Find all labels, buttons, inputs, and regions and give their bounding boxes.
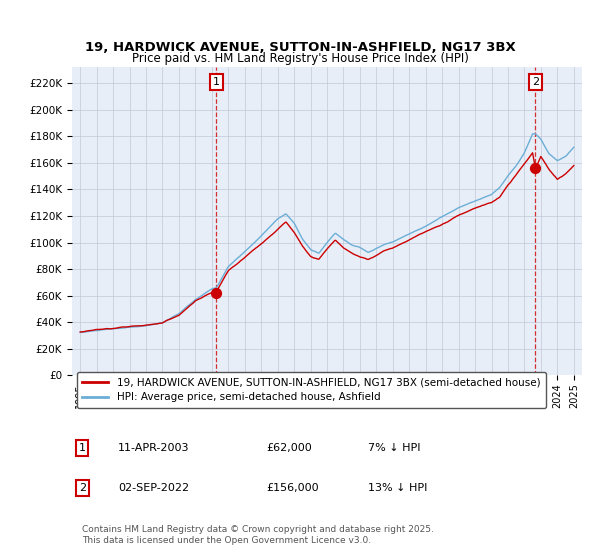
Text: Price paid vs. HM Land Registry's House Price Index (HPI): Price paid vs. HM Land Registry's House … [131,52,469,66]
Text: 2: 2 [79,483,86,493]
Text: 7% ↓ HPI: 7% ↓ HPI [368,444,420,453]
Text: Contains HM Land Registry data © Crown copyright and database right 2025.
This d: Contains HM Land Registry data © Crown c… [82,525,434,545]
Text: 1: 1 [213,77,220,87]
Point [530,164,540,172]
Text: 1: 1 [79,444,86,453]
Text: £156,000: £156,000 [266,483,319,493]
Text: 11-APR-2003: 11-APR-2003 [118,444,190,453]
Text: 02-SEP-2022: 02-SEP-2022 [118,483,189,493]
Text: £62,000: £62,000 [266,444,311,453]
Text: 13% ↓ HPI: 13% ↓ HPI [368,483,427,493]
Text: 2: 2 [532,77,539,87]
Point [212,288,221,297]
Text: 19, HARDWICK AVENUE, SUTTON-IN-ASHFIELD, NG17 3BX: 19, HARDWICK AVENUE, SUTTON-IN-ASHFIELD,… [85,41,515,54]
Legend: 19, HARDWICK AVENUE, SUTTON-IN-ASHFIELD, NG17 3BX (semi-detached house), HPI: Av: 19, HARDWICK AVENUE, SUTTON-IN-ASHFIELD,… [77,372,545,408]
